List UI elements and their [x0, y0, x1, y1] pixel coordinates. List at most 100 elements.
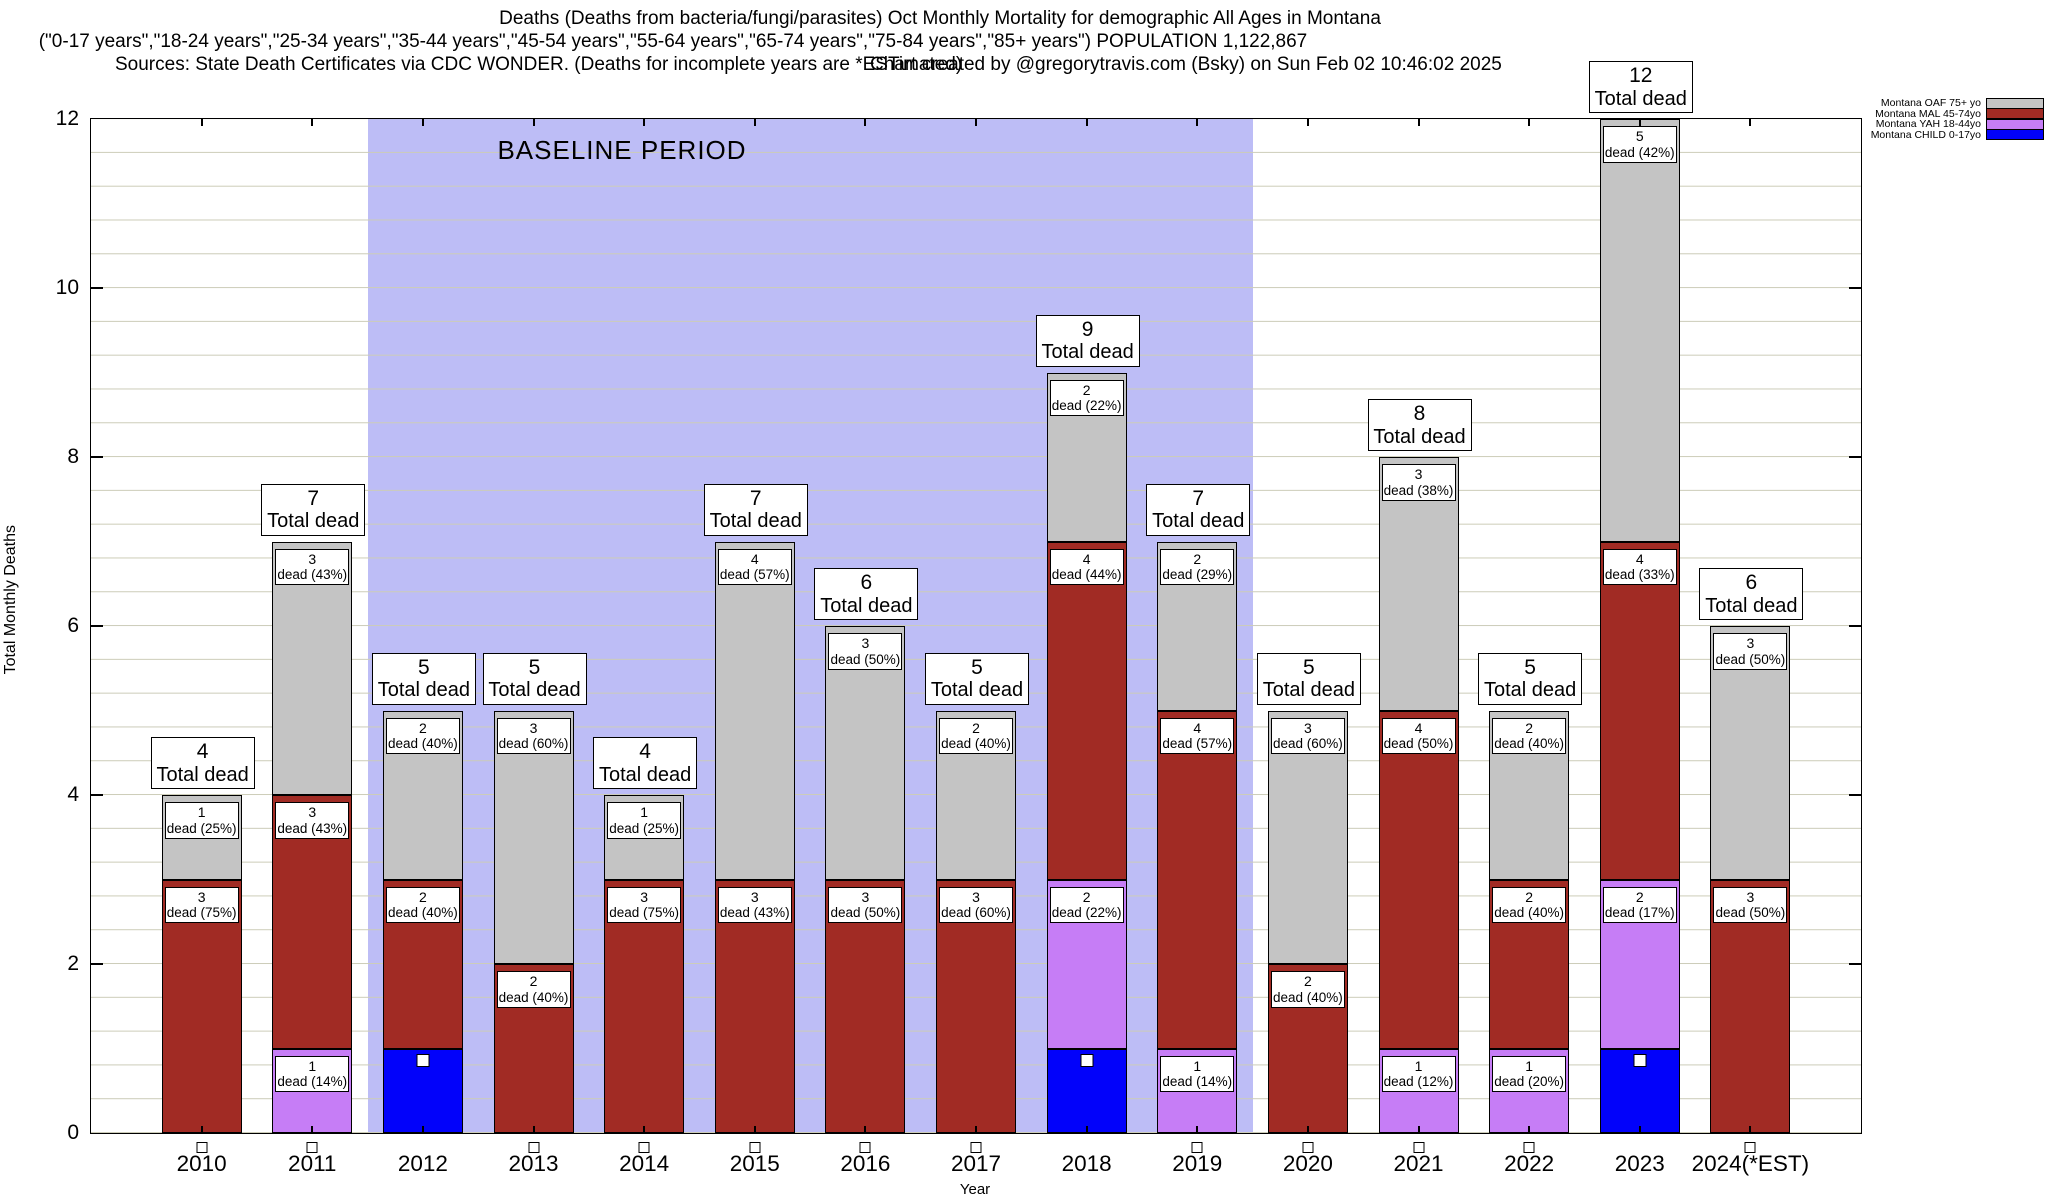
x-tick [753, 119, 756, 126]
child-zero-marker [196, 1142, 208, 1153]
segment-percent: dead (50%) [1715, 651, 1786, 667]
x-tick [1638, 119, 1641, 126]
segment-label: 3 dead (50%) [1713, 633, 1788, 670]
y-tick-label: 8 [67, 445, 79, 468]
bar-segment-yah: 2 dead (22%) [1046, 879, 1127, 1049]
bar-segment-mal: 4 dead (50%) [1378, 710, 1459, 1049]
segment-percent: dead (60%) [1272, 736, 1343, 752]
bar-segment-oaf: 3 dead (50%) [825, 626, 906, 880]
year-tick-label: 2021 [1393, 1151, 1444, 1176]
year-tick-label: 2013 [508, 1151, 559, 1176]
total-word: Total dead [488, 679, 581, 702]
segment-count: 5 [1635, 128, 1644, 144]
chart-sources-note: Sources: State Death Certificates via CD… [115, 54, 963, 75]
bar-segment-child [382, 1048, 463, 1133]
segment-percent: dead (25%) [609, 820, 680, 836]
x-tick [643, 119, 646, 126]
segment-count: 4 [1635, 550, 1644, 567]
x-tick [1749, 1126, 1752, 1133]
segment-label: 4 dead (50%) [1381, 717, 1456, 755]
segment-label: 2 dead (40%) [496, 971, 571, 1008]
legend-label: Montana CHILD 0-17yo [1870, 128, 1981, 141]
year-tick-label: 2018 [1061, 1151, 1112, 1176]
segment-label: 1 dead (12%) [1381, 1055, 1456, 1093]
legend-label: Montana YAH 18-44yo [1875, 118, 1981, 130]
total-dead-label: 7 Total dead [703, 483, 808, 536]
legend-swatch-child [1986, 129, 2044, 140]
total-count: 5 [418, 655, 430, 679]
segment-label: 2 dead (22%) [1049, 379, 1124, 417]
segment-percent: dead (43%) [277, 820, 348, 836]
x-tick [1085, 1126, 1088, 1133]
x-tick [864, 119, 867, 126]
segment-percent: dead (29%) [1162, 567, 1233, 583]
y-major-tick [90, 794, 103, 797]
bar-segment-oaf: 4 dead (57%) [714, 541, 795, 880]
legend-label: Montana OAF 75+ yo [1880, 97, 1981, 109]
bar-segment-mal: 3 dead (75%) [604, 879, 685, 1133]
bar-segment-yah: 1 dead (12%) [1378, 1048, 1459, 1133]
segment-count: 3 [750, 888, 759, 905]
total-count: 5 [1303, 655, 1315, 679]
total-dead-label: 5 Total dead [371, 652, 476, 705]
x-tick [421, 1126, 424, 1133]
x-tick [1417, 119, 1420, 126]
segment-label: 3 dead (43%) [717, 886, 792, 924]
segment-percent: dead (50%) [1715, 905, 1786, 921]
total-word: Total dead [1262, 679, 1356, 702]
bar-segment-mal: 3 dead (60%) [936, 879, 1016, 1133]
segment-percent: dead (40%) [387, 905, 458, 921]
segment-label: 4 dead (57%) [717, 548, 792, 586]
child-zero-marker [1744, 1142, 1756, 1153]
segment-percent: dead (20%) [1494, 1074, 1565, 1090]
x-axis-title: Year [959, 1181, 991, 1198]
segment-percent: dead (22%) [1051, 398, 1122, 414]
segment-count: 1 [197, 804, 206, 820]
legend-item: Montana OAF 75+ yo [1871, 97, 2044, 109]
x-tick [643, 1126, 646, 1133]
segment-count: 3 [861, 888, 870, 905]
segment-percent: dead (33%) [1604, 567, 1675, 583]
x-tick [1085, 119, 1088, 126]
segment-count: 2 [1082, 381, 1091, 398]
total-dead-label: 7 Total dead [261, 483, 366, 536]
total-word: Total dead [1041, 341, 1134, 364]
segment-percent: dead (43%) [719, 905, 790, 921]
segment-count: 3 [308, 550, 317, 567]
y-major-tick [90, 963, 103, 966]
bar-segment-oaf: 3 dead (38%) [1378, 457, 1459, 711]
x-tick [311, 1126, 314, 1133]
total-word: Total dead [1705, 594, 1798, 617]
segment-percent: dead (25%) [166, 820, 237, 836]
year-tick-label: 2016 [840, 1151, 891, 1176]
segment-label: 1 dead (20%) [1492, 1055, 1567, 1093]
segment-count: 3 [972, 888, 980, 905]
total-count: 4 [639, 740, 651, 764]
segment-percent: dead (75%) [166, 905, 237, 921]
segment-count: 2 [1635, 888, 1644, 905]
segment-percent: dead (22%) [1051, 905, 1122, 921]
segment-count: 2 [1303, 973, 1312, 989]
year-tick-label: 2023 [1614, 1151, 1665, 1176]
segment-percent: dead (44%) [1051, 567, 1122, 583]
segment-label: 3 dead (43%) [275, 548, 350, 586]
y-axis-title: Total Monthly Deaths [2, 525, 19, 675]
segment-count: 2 [418, 719, 427, 736]
total-dead-label: 9 Total dead [1035, 314, 1140, 367]
segment-label: 2 dead (22%) [1049, 886, 1124, 924]
segment-label: 3 dead (60%) [496, 717, 571, 755]
x-tick [975, 1126, 977, 1133]
total-word: Total dead [267, 510, 360, 533]
bar-segment-mal: 4 dead (44%) [1046, 541, 1127, 880]
bar-segment-oaf: 2 dead (29%) [1157, 541, 1238, 711]
segment-label: 2 dead (40%) [385, 886, 460, 924]
total-word: Total dead [820, 594, 913, 617]
segment-label: 3 dead (60%) [939, 886, 1013, 924]
bar-segment-child [1599, 1048, 1680, 1133]
bar-segment-oaf: 1 dead (25%) [161, 795, 242, 880]
segment-percent: dead (14%) [277, 1074, 348, 1090]
x-tick [1749, 119, 1752, 126]
segment-count: 3 [1414, 466, 1423, 482]
x-tick [864, 1126, 867, 1133]
segment-count: 4 [750, 550, 759, 567]
